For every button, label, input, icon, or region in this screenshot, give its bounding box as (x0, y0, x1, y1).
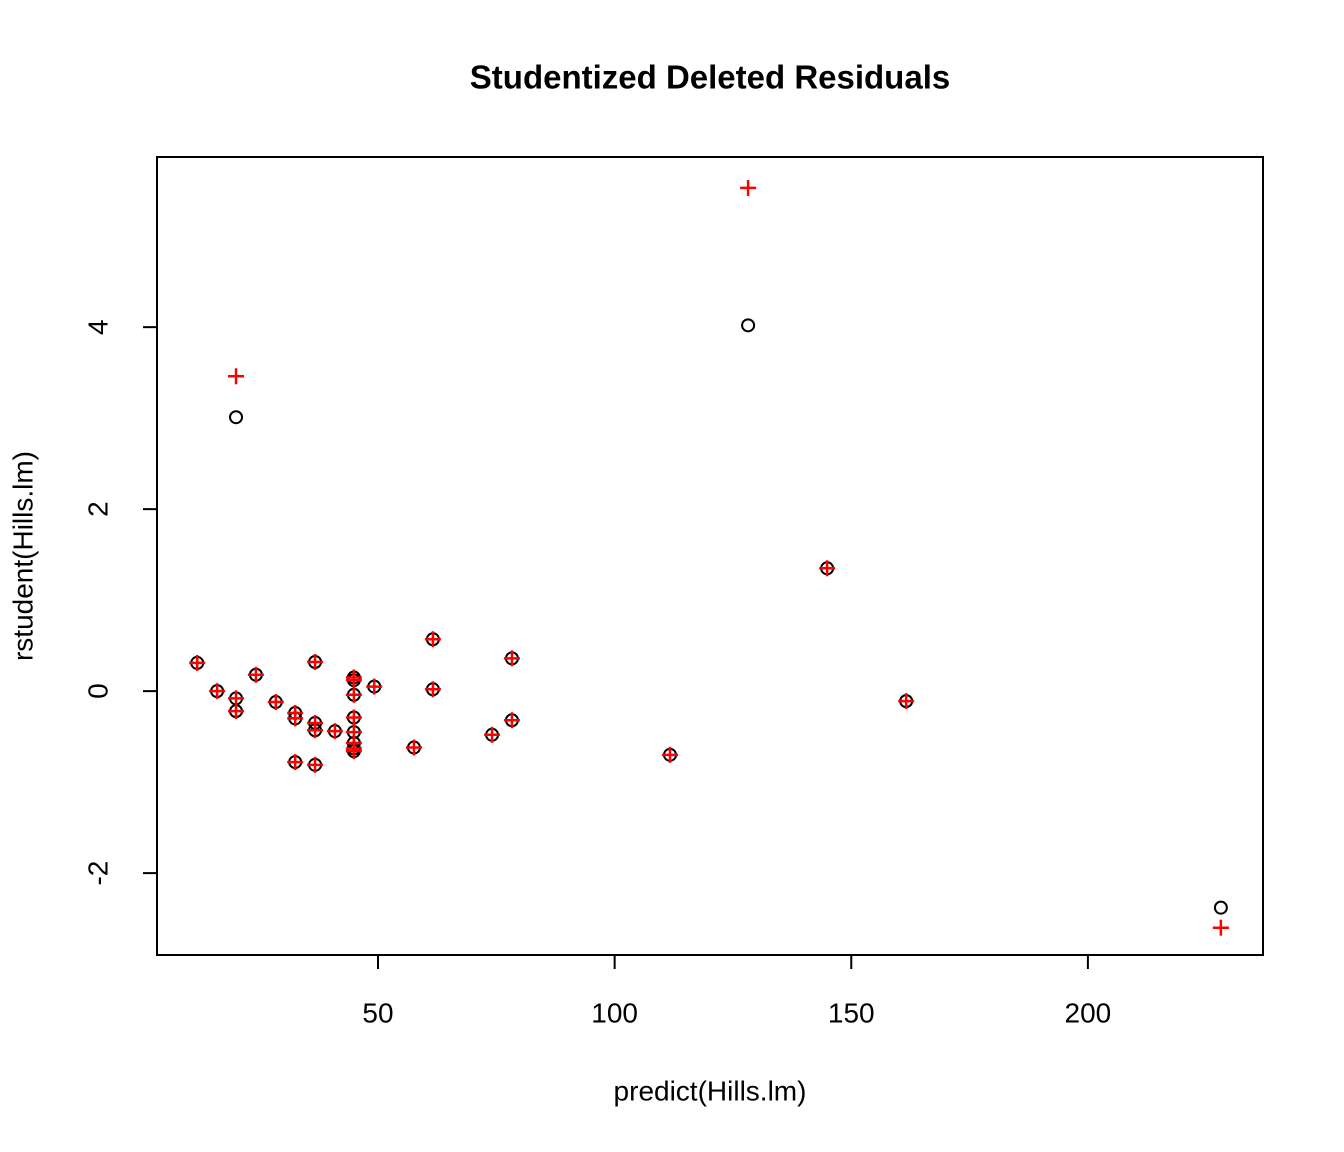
point-plus (307, 654, 324, 671)
point-plus (345, 686, 362, 703)
point-plus (345, 743, 362, 760)
y-tick-label: 0 (82, 683, 113, 699)
point-plus (326, 723, 343, 740)
point-plus (1212, 919, 1229, 936)
x-tick-label: 50 (362, 997, 393, 1028)
y-tick-label: 2 (82, 501, 113, 517)
point-plus (898, 693, 915, 710)
point-plus (228, 703, 245, 720)
point-plus (503, 712, 520, 729)
point-plus (307, 756, 324, 773)
point-plus (424, 681, 441, 698)
y-axis-label: rstudent(Hills.lm) (7, 451, 38, 661)
point-plus (287, 754, 304, 771)
point-plus (307, 722, 324, 739)
point-plus (345, 709, 362, 726)
point-circle (741, 318, 756, 333)
point-plus (209, 683, 226, 700)
point-plus (247, 666, 264, 683)
point-plus (405, 739, 422, 756)
point-plus (189, 654, 206, 671)
point-plus (424, 631, 441, 648)
chart-title: Studentized Deleted Residuals (470, 59, 950, 96)
point-circle (1213, 900, 1228, 915)
plot-frame (156, 156, 1264, 956)
point-plus (228, 368, 245, 385)
point-plus (484, 726, 501, 743)
point-plus (366, 678, 383, 695)
y-tick-label: -2 (82, 861, 113, 886)
point-plus (345, 672, 362, 689)
point-plus (503, 650, 520, 667)
x-tick-label: 100 (591, 997, 638, 1028)
y-tick-label: 4 (82, 319, 113, 335)
point-plus (819, 560, 836, 577)
point-plus (287, 710, 304, 727)
x-tick-label: 200 (1065, 997, 1112, 1028)
x-tick-label: 150 (828, 997, 875, 1028)
point-plus (740, 179, 757, 196)
point-circle (229, 410, 244, 425)
point-plus (662, 746, 679, 763)
x-axis-label: predict(Hills.lm) (614, 1075, 807, 1106)
point-plus (267, 694, 284, 711)
